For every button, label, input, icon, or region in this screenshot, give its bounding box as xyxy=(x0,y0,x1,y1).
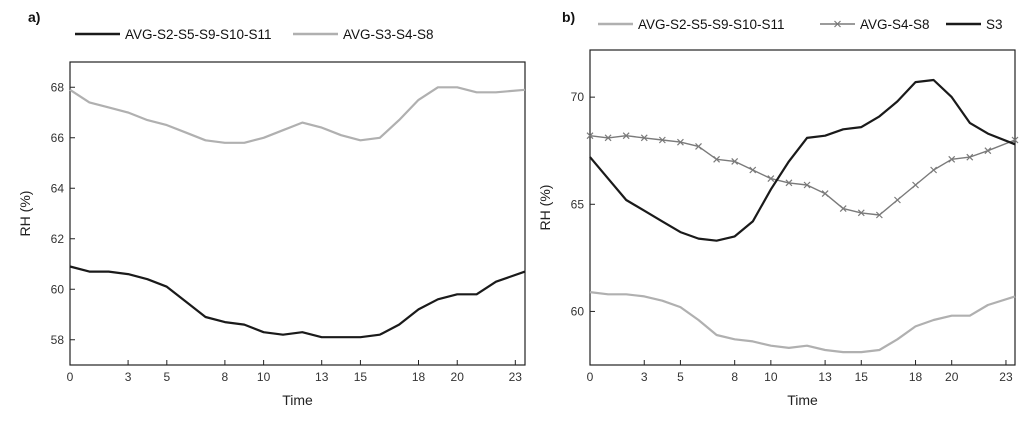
plot-frame xyxy=(69,61,526,366)
data-point-marker xyxy=(948,155,956,163)
legend-label: S3 xyxy=(986,17,1003,32)
y-tick-label: 68 xyxy=(51,80,65,94)
legend-item: AVG-S4-S8 xyxy=(820,17,930,32)
legend-item: AVG-S3-S4-S8 xyxy=(293,27,434,42)
legend-label: AVG-S3-S4-S8 xyxy=(343,27,434,42)
data-point-marker xyxy=(749,166,757,174)
x-tick-label: 5 xyxy=(677,370,684,384)
y-tick-label: 60 xyxy=(571,304,585,318)
data-point-marker xyxy=(857,209,865,217)
x-tick-label: 5 xyxy=(163,370,170,384)
data-point-marker xyxy=(586,132,594,140)
legend-label: AVG-S2-S5-S9-S10-S11 xyxy=(638,17,785,32)
data-point-marker xyxy=(1011,136,1019,144)
data-point-marker xyxy=(984,147,992,155)
x-tick-label: 10 xyxy=(257,370,271,384)
data-point-marker xyxy=(695,143,702,150)
x-tick-label: 0 xyxy=(67,370,74,384)
y-axis-title: RH (%) xyxy=(17,191,33,237)
data-point-marker xyxy=(894,196,901,204)
plot-frame xyxy=(589,49,1016,366)
series-line-2 xyxy=(69,86,526,144)
x-tick-label: 13 xyxy=(818,370,832,384)
x-tick-label: 15 xyxy=(354,370,368,384)
data-point-marker xyxy=(785,179,793,187)
x-tick-label: 20 xyxy=(945,370,959,384)
y-axis-title: RH (%) xyxy=(537,185,553,231)
data-point-marker xyxy=(821,190,829,197)
data-point-marker xyxy=(966,153,974,161)
data-point-marker xyxy=(803,181,811,189)
x-tick-label: 15 xyxy=(855,370,869,384)
panel-label: a) xyxy=(28,9,40,25)
legend-label: AVG-S2-S5-S9-S10-S11 xyxy=(125,27,272,42)
series-line-1 xyxy=(589,291,1016,354)
y-tick-label: 62 xyxy=(51,232,65,246)
data-point-marker xyxy=(930,166,938,174)
x-axis-title: Time xyxy=(787,392,818,408)
x-tick-label: 13 xyxy=(315,370,329,384)
data-point-marker xyxy=(912,181,919,189)
x-tick-label: 18 xyxy=(412,370,426,384)
data-point-marker xyxy=(658,136,666,144)
y-tick-label: 64 xyxy=(51,181,65,195)
legend-item: AVG-S2-S5-S9-S10-S11 xyxy=(75,27,272,42)
data-point-marker xyxy=(875,211,883,219)
series-line-1 xyxy=(69,265,526,339)
x-tick-label: 23 xyxy=(509,370,523,384)
y-tick-label: 66 xyxy=(51,131,65,145)
x-tick-label: 18 xyxy=(909,370,923,384)
series-line-2 xyxy=(589,134,1016,216)
x-tick-label: 10 xyxy=(764,370,778,384)
data-point-marker xyxy=(604,134,612,142)
legend-marker xyxy=(834,20,841,28)
x-tick-label: 3 xyxy=(125,370,132,384)
x-tick-label: 8 xyxy=(731,370,738,384)
data-point-marker xyxy=(839,205,847,212)
x-tick-label: 0 xyxy=(587,370,594,384)
data-point-marker xyxy=(622,132,630,140)
data-point-marker xyxy=(677,138,684,146)
legend-item: S3 xyxy=(946,17,1003,32)
x-tick-label: 8 xyxy=(222,370,229,384)
y-tick-label: 60 xyxy=(51,282,65,296)
panel-label: b) xyxy=(562,9,575,25)
x-tick-label: 20 xyxy=(451,370,465,384)
x-tick-label: 23 xyxy=(999,370,1013,384)
legend-label: AVG-S4-S8 xyxy=(860,17,930,32)
y-tick-label: 65 xyxy=(571,197,585,211)
y-tick-label: 70 xyxy=(571,90,585,104)
y-tick-label: 58 xyxy=(51,333,65,347)
series-line-3 xyxy=(589,78,1016,242)
data-point-marker xyxy=(767,175,775,182)
legend-item: AVG-S2-S5-S9-S10-S11 xyxy=(598,17,785,32)
chart-panel-2: b) 0 3 5 8 10 13 15 18 20 23 60 65 70 Time RH (%) AVG-S2… xyxy=(537,9,1019,408)
data-point-marker xyxy=(731,158,739,165)
data-point-marker xyxy=(713,155,721,163)
x-tick-label: 3 xyxy=(641,370,648,384)
x-axis-title: Time xyxy=(282,392,313,408)
data-point-marker xyxy=(640,134,648,142)
